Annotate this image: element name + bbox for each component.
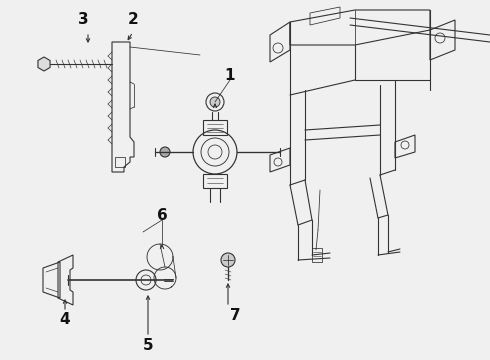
Text: 7: 7 bbox=[230, 307, 240, 323]
Text: 1: 1 bbox=[225, 68, 235, 82]
Text: 4: 4 bbox=[60, 312, 70, 328]
Circle shape bbox=[210, 97, 220, 107]
Circle shape bbox=[160, 147, 170, 157]
Circle shape bbox=[221, 253, 235, 267]
Text: 3: 3 bbox=[78, 13, 88, 27]
Bar bbox=[312, 248, 322, 262]
Text: 6: 6 bbox=[157, 207, 168, 222]
Text: 2: 2 bbox=[127, 13, 138, 27]
Bar bbox=[115, 157, 125, 167]
Text: 5: 5 bbox=[143, 338, 153, 352]
Polygon shape bbox=[38, 57, 50, 71]
